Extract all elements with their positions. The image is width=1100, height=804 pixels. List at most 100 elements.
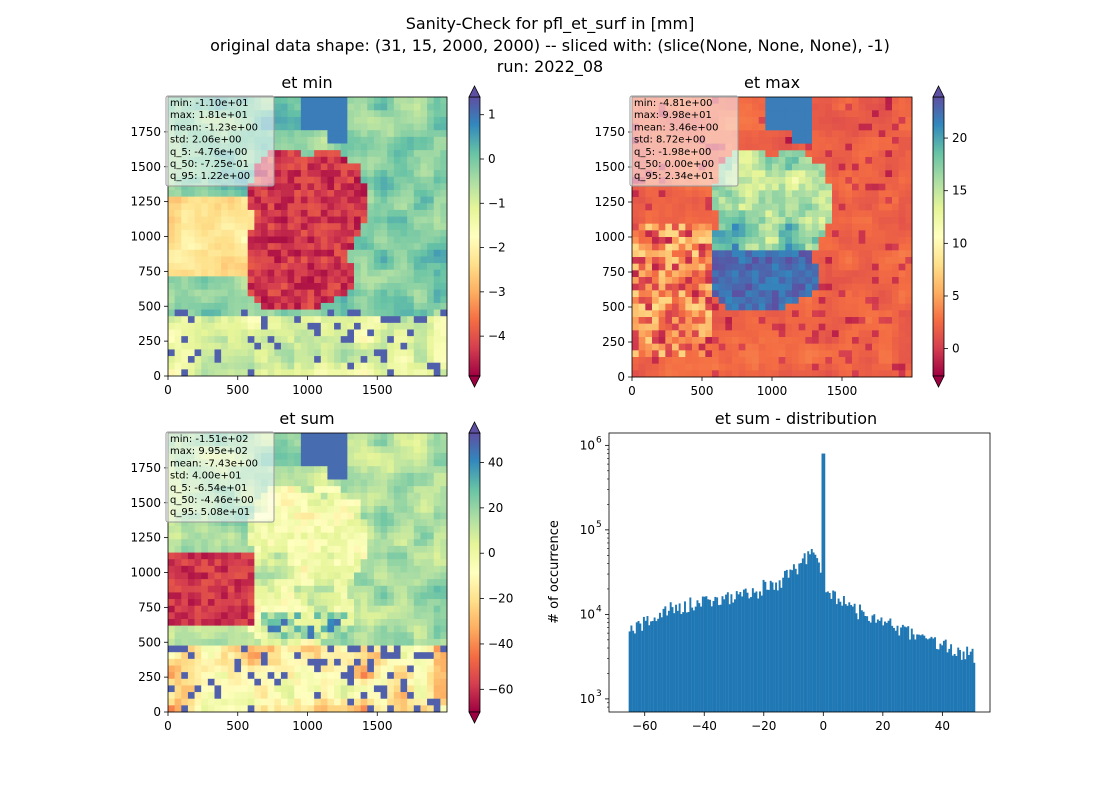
heatmap-cell bbox=[401, 290, 408, 297]
heatmap-cell bbox=[188, 336, 195, 343]
heatmap-cell bbox=[812, 324, 819, 331]
heatmap-cell bbox=[772, 310, 779, 317]
heatmap-cell bbox=[327, 170, 334, 177]
heatmap-cell bbox=[659, 270, 666, 277]
heatmap-cell bbox=[228, 539, 235, 546]
colorbar-tick-label: 0 bbox=[952, 342, 960, 356]
heatmap-cell bbox=[308, 330, 315, 337]
heatmap-cell bbox=[281, 230, 288, 237]
heatmap-cell bbox=[692, 284, 699, 291]
heatmap-cell bbox=[374, 316, 381, 323]
heatmap-cell bbox=[765, 150, 772, 157]
heatmap-cell bbox=[354, 217, 361, 224]
heatmap-cell bbox=[334, 343, 341, 350]
heatmap-cell bbox=[301, 546, 308, 553]
heatmap-cell bbox=[294, 440, 301, 447]
heatmap-cell bbox=[899, 350, 906, 357]
heatmap-cell bbox=[334, 606, 341, 613]
heatmap-cell bbox=[301, 97, 308, 104]
heatmap-cell bbox=[401, 480, 408, 487]
heatmap-cell bbox=[725, 210, 732, 217]
heatmap-cell bbox=[221, 599, 228, 606]
heatmap-cell bbox=[712, 257, 719, 264]
heatmap-cell bbox=[872, 230, 879, 237]
heatmap-cell bbox=[314, 513, 321, 520]
heatmap-cell bbox=[879, 144, 886, 151]
heatmap-cell bbox=[772, 330, 779, 337]
heatmap-cell bbox=[759, 164, 766, 171]
heatmap-cell bbox=[201, 592, 208, 599]
heatmap-cell bbox=[327, 493, 334, 500]
colorbar-tick-label: 10 bbox=[952, 236, 967, 250]
heatmap-cell bbox=[825, 230, 832, 237]
heatmap-cell bbox=[314, 183, 321, 190]
heatmap-cell bbox=[665, 370, 672, 377]
heatmap-cell bbox=[712, 224, 719, 231]
heatmap-cell bbox=[865, 364, 872, 371]
heatmap-cell bbox=[785, 257, 792, 264]
heatmap-cell bbox=[401, 124, 408, 131]
heatmap-cell bbox=[361, 217, 368, 224]
heatmap-cell bbox=[420, 586, 427, 593]
heatmap-cell bbox=[261, 283, 268, 290]
heatmap-cell bbox=[414, 343, 421, 350]
heatmap-cell bbox=[248, 283, 255, 290]
heatmap-cell bbox=[248, 599, 255, 606]
heatmap-cell bbox=[301, 626, 308, 633]
heatmap-cell bbox=[705, 344, 712, 351]
heatmap-cell bbox=[799, 157, 806, 164]
heatmap-cell bbox=[201, 579, 208, 586]
heatmap-cell bbox=[819, 330, 826, 337]
heatmap-cell bbox=[374, 559, 381, 566]
heatmap-cell bbox=[321, 110, 328, 117]
heatmap-cell bbox=[281, 592, 288, 599]
heatmap-cell bbox=[301, 157, 308, 164]
heatmap-cell bbox=[268, 296, 275, 303]
heatmap-cell bbox=[905, 224, 912, 231]
heatmap-cell bbox=[241, 586, 248, 593]
heatmap-cell bbox=[274, 170, 281, 177]
heatmap-cell bbox=[812, 197, 819, 204]
heatmap-cell bbox=[321, 480, 328, 487]
heatmap-cell bbox=[407, 369, 414, 376]
heatmap-cell bbox=[394, 256, 401, 263]
heatmap-cell bbox=[334, 553, 341, 560]
heatmap-cell bbox=[739, 110, 746, 117]
heatmap-cell bbox=[334, 330, 341, 337]
heatmap-cell bbox=[195, 586, 202, 593]
heatmap-cell bbox=[752, 170, 759, 177]
heatmap-cell bbox=[679, 357, 686, 364]
heatmap-cell bbox=[294, 519, 301, 526]
heatmap-cell bbox=[765, 97, 772, 104]
heatmap-cell bbox=[201, 356, 208, 363]
heatmap-cell bbox=[334, 546, 341, 553]
heatmap-cell bbox=[427, 599, 434, 606]
heatmap-cell bbox=[645, 224, 652, 231]
heatmap-cell bbox=[254, 632, 261, 639]
heatmap-cell bbox=[274, 163, 281, 170]
heatmap-cell bbox=[652, 244, 659, 251]
heatmap-cell bbox=[407, 97, 414, 104]
heatmap-cell bbox=[665, 337, 672, 344]
heatmap-cell bbox=[308, 519, 315, 526]
heatmap-cell bbox=[812, 190, 819, 197]
heatmap-cell bbox=[434, 117, 441, 124]
heatmap-cell bbox=[665, 244, 672, 251]
heatmap-cell bbox=[367, 243, 374, 250]
heatmap-cell bbox=[188, 243, 195, 250]
heatmap-cell bbox=[381, 486, 388, 493]
heatmap-cell bbox=[288, 276, 295, 283]
heatmap-cell bbox=[215, 526, 222, 533]
heatmap-cell bbox=[825, 324, 832, 331]
heatmap-cell bbox=[905, 277, 912, 284]
heatmap-cell bbox=[387, 296, 394, 303]
heatmap-cell bbox=[381, 124, 388, 131]
heatmap-cell bbox=[314, 170, 321, 177]
heatmap-cell bbox=[672, 210, 679, 217]
heatmap-cell bbox=[832, 270, 839, 277]
heatmap-cell bbox=[805, 337, 812, 344]
x-tick-label: 500 bbox=[691, 384, 714, 398]
heatmap-cell bbox=[381, 533, 388, 540]
heatmap-cell bbox=[294, 566, 301, 573]
heatmap-cell bbox=[361, 573, 368, 580]
